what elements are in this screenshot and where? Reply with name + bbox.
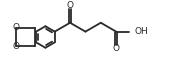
Text: O: O	[113, 44, 120, 53]
Text: OH: OH	[134, 27, 148, 36]
Text: O: O	[12, 23, 19, 32]
Text: O: O	[12, 42, 19, 51]
Text: O: O	[67, 1, 74, 10]
